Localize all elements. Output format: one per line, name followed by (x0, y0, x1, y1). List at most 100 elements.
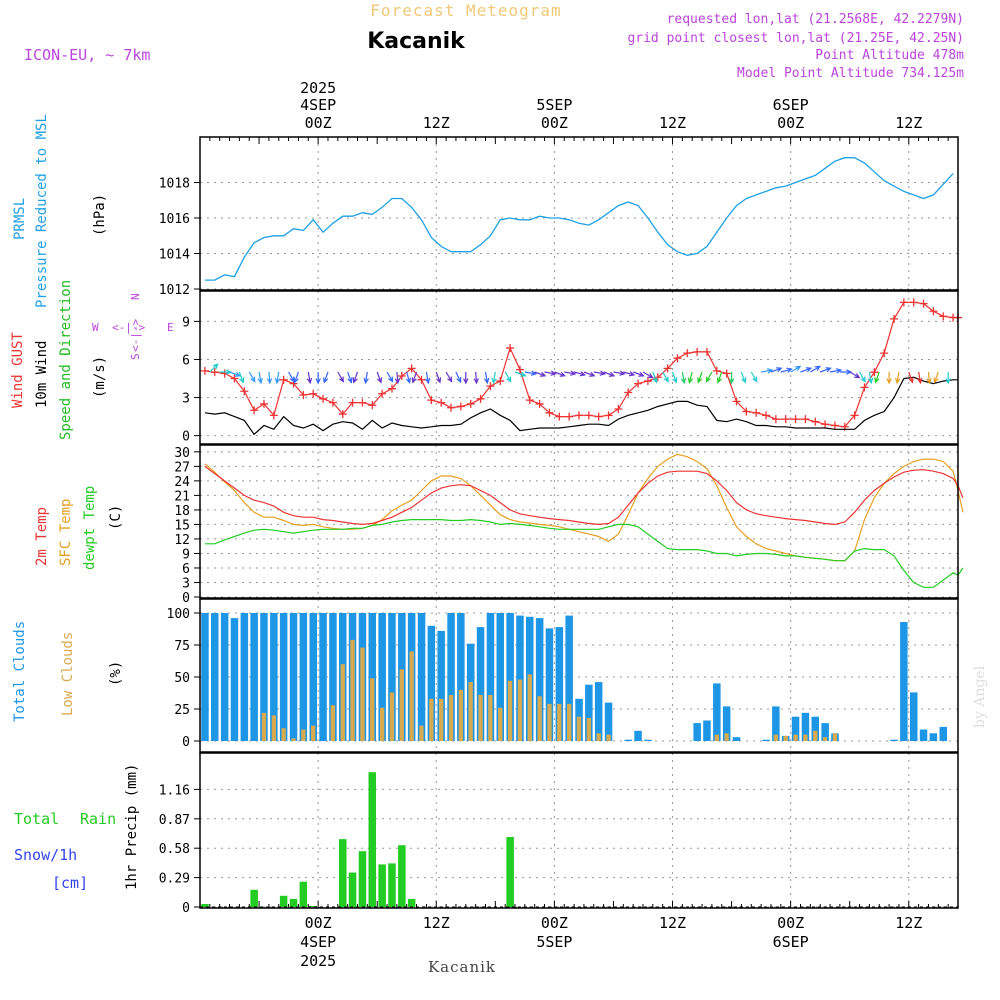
gust-marker (555, 412, 564, 421)
y-tick-label: 24 (174, 475, 190, 490)
total-cloud-bar (811, 716, 819, 741)
y-tick-label: 27 (174, 460, 190, 475)
gust-marker (850, 411, 859, 420)
total-cloud-bar (506, 613, 514, 741)
wind-dir-arrow (933, 371, 939, 384)
total-cloud-bar (732, 737, 741, 741)
wind-dir-arrow (257, 371, 263, 385)
precip-cm-label: [cm] (52, 874, 88, 892)
wind-10m-label: 10m Wind (34, 341, 50, 408)
rain-bar (348, 872, 357, 907)
low-cloud-bar (330, 705, 335, 741)
total-cloud-bar (279, 613, 288, 741)
gust-marker (200, 366, 209, 375)
wind-dir-arrow (926, 371, 932, 385)
wind-dir-arrow (800, 367, 813, 373)
y-tick-label: 0 (182, 901, 190, 916)
low-cloud-bar (389, 692, 395, 741)
temp-dewpt-line (204, 518, 964, 588)
wind-dir-arrow (829, 368, 843, 374)
gust-marker (693, 347, 702, 356)
gust-marker (860, 383, 869, 392)
total-cloud-bar (791, 716, 800, 741)
gust-marker (929, 307, 938, 316)
total-cloud-bar (939, 726, 947, 741)
gust-marker (771, 415, 780, 424)
wind-dir-arrow (238, 371, 245, 384)
total-cloud-bar (240, 613, 249, 741)
y-tick-label: 3 (182, 392, 190, 407)
rain-bar (388, 863, 396, 907)
total-cloud-bar (250, 613, 258, 741)
panel-pressure: 1012 1014 1016 1018 (159, 137, 958, 298)
gust-marker (742, 407, 751, 416)
low-cloud-bar (409, 651, 414, 741)
low-cloud-bar (458, 689, 463, 741)
gust-marker (752, 408, 761, 417)
low-cloud-bar (488, 694, 493, 741)
wind-dir-arrow (680, 371, 687, 385)
y-tick-label: 1014 (159, 248, 190, 263)
total-cloud-bar (496, 613, 504, 741)
panel-wind: 0 3 6 9 (182, 291, 962, 445)
total-cloud-bar (211, 613, 219, 741)
rain-bar (358, 851, 367, 907)
temp-2m-line (204, 465, 964, 526)
total-cloud-bar (772, 706, 780, 741)
low-cloud-bar (419, 725, 424, 741)
y-tick-label: 25 (174, 703, 190, 718)
total-cloud-bar (417, 613, 426, 741)
top-title: Forecast Meteogram (370, 1, 561, 20)
total-cloud-bar (703, 720, 711, 741)
gust-marker (240, 387, 249, 396)
wind-dir-arrow (780, 367, 793, 373)
wind-dir-arrow (544, 370, 557, 376)
total-cloud-bar (900, 622, 908, 741)
gust-marker (328, 398, 337, 407)
y-tick-label: 1.16 (159, 783, 190, 798)
gust-marker (624, 388, 633, 397)
panel-frame (199, 444, 959, 599)
gust-marker (466, 399, 475, 408)
wind-dir-arrow (323, 371, 329, 384)
precip-total-label: Total (14, 810, 59, 828)
wind-dir-arrow (564, 370, 577, 376)
total-cloud-bar (801, 712, 810, 741)
total-cloud-bar (604, 702, 613, 741)
total-cloud-bar (713, 683, 721, 741)
total-cloud-bar (644, 739, 652, 741)
gust-marker (683, 349, 692, 358)
gust-marker (722, 369, 731, 378)
rain-bar (368, 772, 376, 907)
gust-marker (811, 417, 820, 426)
y-tick-label: 30 (174, 446, 190, 461)
low-cloud-bar (271, 715, 276, 741)
bottom-date-label: 4SEP (300, 933, 336, 951)
wind-dir-arrow (770, 367, 783, 373)
wind-dir-arrow (849, 371, 861, 379)
wind-dir-arrow (293, 371, 300, 384)
gust-marker (279, 375, 288, 384)
total-cloud-bar (890, 739, 898, 741)
y-tick-label: 3 (182, 576, 190, 591)
low-cloud-bar (527, 674, 532, 741)
rain-bar (299, 881, 308, 907)
temp-sfc-label: SFC Temp (58, 499, 74, 566)
low-cloud-bar (517, 679, 523, 741)
total-cloud-bar (230, 618, 239, 741)
low-cloud-bar (429, 698, 434, 741)
temp-2m-label: 2m Temp (34, 507, 50, 566)
y-tick-label: 6 (182, 353, 190, 368)
wind-dir-arrow (337, 371, 345, 383)
low-cloud-bar (478, 694, 483, 741)
pressure-unit: (hPa) (92, 194, 108, 236)
gust-marker (476, 394, 485, 403)
wind-dir-arrow (603, 371, 616, 377)
low-cloud-bar (468, 682, 473, 741)
total-cloud-bar (624, 739, 632, 741)
wind-line (204, 376, 958, 436)
total-cloud-bar (594, 682, 603, 741)
rain-bar (407, 898, 416, 907)
compass-n: N (129, 293, 142, 300)
gust-marker (545, 408, 554, 417)
